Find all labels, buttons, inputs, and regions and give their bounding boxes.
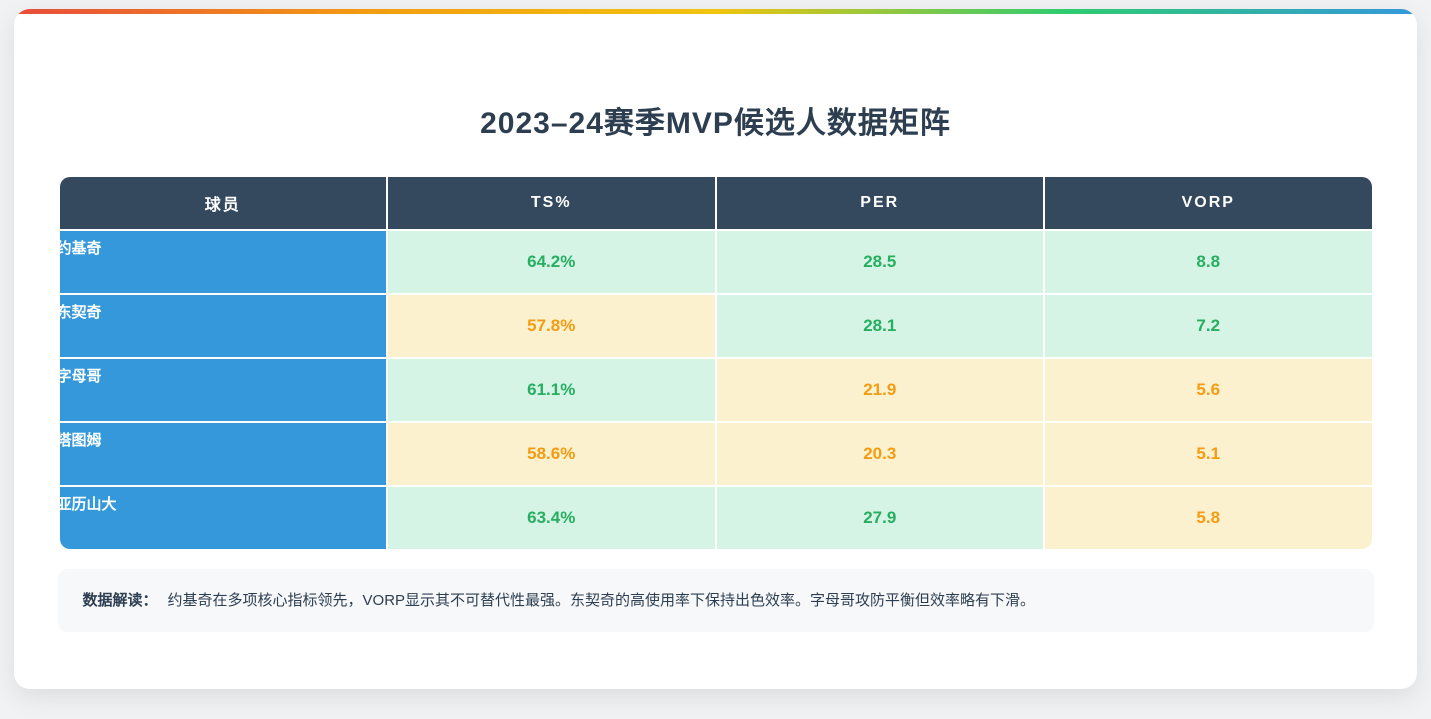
- player-cell: 东契奇: [56, 295, 386, 357]
- stat-cell-per: 28.5: [716, 231, 1043, 293]
- player-name: 约基奇: [56, 240, 102, 257]
- column-header-player: 球员: [59, 177, 386, 229]
- table-row: 字母哥 61.1% 21.9 5.6: [56, 359, 1372, 421]
- accent-gradient-bar: [14, 9, 1417, 14]
- mvp-data-table: 球员 TS% PER VORP 约基奇 64.2% 28.5 8.8 东契奇 5…: [56, 175, 1374, 551]
- player-name: 字母哥: [56, 368, 102, 385]
- stat-cell-vorp: 8.8: [1045, 231, 1372, 293]
- player-cell: 亚历山大: [56, 487, 386, 549]
- table-row: 亚历山大 63.4% 27.9 5.8: [56, 487, 1372, 549]
- column-header-per: PER: [716, 177, 1043, 229]
- stat-cell-vorp: 5.8: [1045, 487, 1372, 549]
- stat-cell-ts: 64.2%: [388, 231, 715, 293]
- stat-cell-ts: 61.1%: [388, 359, 715, 421]
- analysis-note: 数据解读： 约基奇在多项核心指标领先，VORP显示其不可替代性最强。东契奇的高使用…: [57, 569, 1374, 632]
- stat-cell-ts: 58.6%: [388, 423, 715, 485]
- stat-cell-per: 20.3: [716, 423, 1043, 485]
- column-header-vorp: VORP: [1045, 177, 1372, 229]
- player-name: 塔图姆: [56, 432, 102, 449]
- table-header-row: 球员 TS% PER VORP: [59, 177, 1372, 229]
- page-title: 2023–24赛季MVP候选人数据矩阵: [480, 107, 951, 140]
- stat-cell-vorp: 5.1: [1045, 423, 1372, 485]
- analysis-note-label: 数据解读：: [82, 592, 158, 609]
- column-header-ts: TS%: [388, 177, 715, 229]
- stat-cell-ts: 63.4%: [388, 487, 715, 549]
- player-cell: 塔图姆: [56, 423, 386, 485]
- table-row: 东契奇 57.8% 28.1 7.2: [56, 295, 1372, 357]
- stat-cell-per: 27.9: [716, 487, 1043, 549]
- player-name: 东契奇: [56, 304, 102, 321]
- player-cell: 字母哥: [56, 359, 386, 421]
- stat-cell-vorp: 5.6: [1045, 359, 1372, 421]
- table-row: 约基奇 64.2% 28.5 8.8: [56, 231, 1372, 293]
- stat-cell-ts: 57.8%: [388, 295, 715, 357]
- stat-cell-per: 28.1: [716, 295, 1043, 357]
- stat-cell-per: 21.9: [716, 359, 1043, 421]
- stat-cell-vorp: 7.2: [1045, 295, 1372, 357]
- player-name: 亚历山大: [56, 496, 117, 513]
- analysis-note-text: 约基奇在多项核心指标领先，VORP显示其不可替代性最强。东契奇的高使用率下保持出…: [167, 592, 1036, 609]
- table-row: 塔图姆 58.6% 20.3 5.1: [56, 423, 1372, 485]
- player-cell: 约基奇: [56, 231, 386, 293]
- report-card: 2023–24赛季MVP候选人数据矩阵 球员 TS% PER VORP 约基奇 …: [14, 9, 1417, 689]
